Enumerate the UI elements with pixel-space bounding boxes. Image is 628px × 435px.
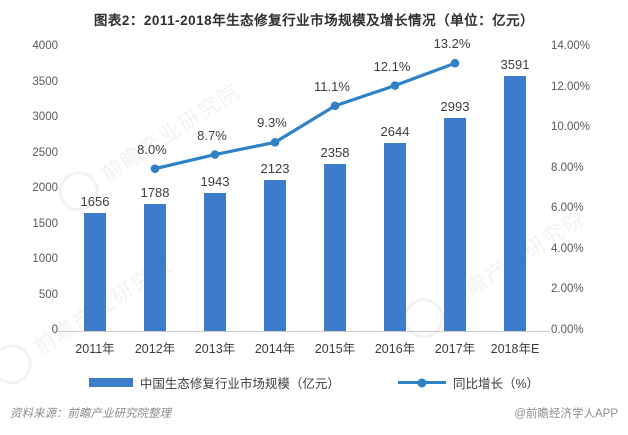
line-series-swatch-icon	[397, 378, 446, 387]
credit-note: @前瞻经济学人APP	[514, 408, 618, 420]
bar-2011年	[84, 213, 106, 331]
y-axis-left-tick-label: 2000	[32, 182, 58, 194]
growth-value-label: 8.0%	[137, 141, 167, 157]
source-note: 资料来源：前瞻产业研究院整理	[10, 408, 171, 420]
y-axis-left-tick-label: 3000	[32, 111, 58, 123]
footer: 资料来源：前瞻产业研究院整理 @前瞻经济学人APP	[10, 405, 618, 421]
bar-value-label: 3591	[500, 57, 530, 73]
bar-value-label: 2644	[380, 124, 410, 140]
growth-point-marker	[450, 58, 460, 68]
x-axis-label: 2018年E	[490, 342, 540, 356]
bar-2017年	[444, 118, 466, 331]
legend-bar-label: 中国生态修复行业市场规模（亿元）	[139, 377, 340, 391]
x-axis-label: 2017年	[434, 342, 476, 356]
bar-value-label: 2123	[260, 161, 290, 177]
y-axis-right-tick-label: 2.00%	[551, 283, 584, 296]
y-axis-right-tick-label: 14.00%	[551, 40, 591, 52]
bar-2012年	[144, 204, 166, 331]
growth-line-path	[154, 61, 456, 171]
growth-point-marker	[210, 150, 220, 159]
y-axis-right-tick-label: 8.00%	[551, 161, 584, 174]
legend-item-market-size: 中国生态修复行业市场规模（亿元）	[88, 373, 340, 392]
bar-2018年E	[504, 76, 526, 331]
x-axis-line	[58, 331, 550, 332]
bar-value-label: 1943	[200, 174, 230, 190]
growth-point-marker	[390, 81, 400, 90]
growth-value-label: 12.1%	[373, 58, 411, 74]
growth-value-label: 13.2%	[433, 36, 471, 52]
x-axis-label: 2014年	[254, 342, 296, 356]
y-axis-left-tick-label: 2500	[32, 146, 58, 159]
legend-item-growth: 同比增长（%）	[397, 373, 540, 392]
y-axis-left-tick-label: 500	[38, 288, 58, 301]
y-axis-right-tick-label: 6.00%	[551, 202, 584, 215]
y-axis-left-tick-label: 1000	[32, 253, 58, 265]
bar-2014年	[264, 180, 286, 331]
growth-point-marker	[270, 138, 280, 147]
y-axis-right-tick-label: 4.00%	[551, 242, 584, 255]
bar-series-swatch-icon	[88, 378, 133, 387]
bar-value-label: 1788	[140, 185, 170, 201]
y-axis-left-tick-label: 3500	[32, 75, 58, 88]
bar-2015年	[324, 163, 346, 331]
bar-value-label: 2358	[320, 144, 350, 160]
line-marker-icon	[417, 378, 427, 387]
legend-line-label: 同比增长（%）	[452, 377, 540, 391]
x-axis-label: 2016年	[374, 342, 416, 356]
y-axis-left-tick-label: 0	[51, 324, 58, 336]
growth-point-marker	[330, 101, 340, 111]
chart-title: 图表2：2011-2018年生态修复行业市场规模及增长情况（单位：亿元）	[93, 13, 535, 28]
x-axis-label: 2015年	[314, 342, 356, 356]
bar-2013年	[204, 193, 226, 331]
bar-value-label: 1656	[80, 194, 110, 210]
y-axis-left-tick-label: 4000	[32, 40, 58, 52]
x-axis-label: 2013年	[194, 342, 236, 356]
x-axis-label: 2011年	[75, 342, 115, 356]
growth-point-marker	[150, 164, 160, 174]
y-axis-left-tick-label: 1500	[32, 217, 58, 230]
y-axis-right-tick-label: 12.00%	[551, 80, 591, 93]
growth-value-label: 8.7%	[197, 127, 227, 143]
y-axis-right-tick-label: 0.00%	[551, 324, 584, 336]
x-axis-label: 2012年	[134, 342, 176, 356]
bar-2016年	[384, 143, 406, 331]
growth-value-label: 11.1%	[314, 78, 350, 94]
y-axis-right-tick-label: 10.00%	[551, 121, 591, 134]
growth-value-label: 9.3%	[257, 115, 287, 131]
bar-value-label: 2993	[440, 99, 470, 115]
legend: 中国生态修复行业市场规模（亿元） 同比增长（%）	[0, 373, 628, 392]
